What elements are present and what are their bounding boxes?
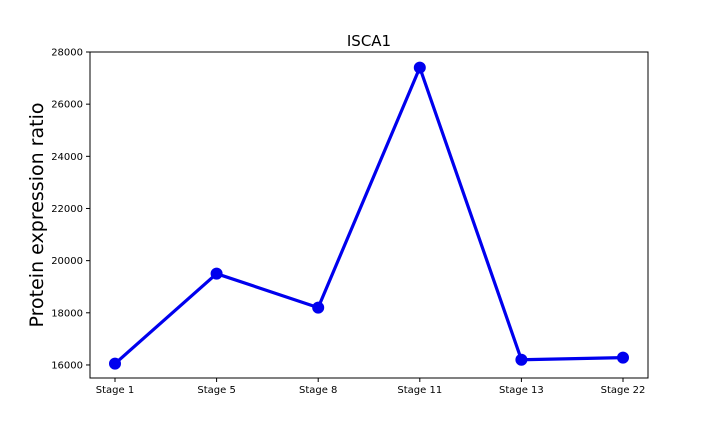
series-line	[113, 66, 625, 366]
y-tick-label: 26000	[51, 100, 83, 111]
x-tick-label: Stage 5	[197, 385, 235, 396]
y-tick-label: 16000	[51, 360, 83, 371]
x-tick-label: Stage 11	[397, 385, 442, 396]
plot-area: 16000 18000 20000 22000 24000 26000 28000 Stage…	[51, 48, 649, 396]
data-point	[413, 61, 426, 74]
data-point	[515, 353, 528, 366]
x-tick-label: Stage 22	[601, 385, 646, 396]
data-point	[312, 301, 325, 314]
x-tick-label: Stage 8	[299, 385, 337, 396]
data-point	[109, 357, 121, 370]
y-axis-label: Protein expression ratio	[26, 103, 48, 328]
x-tick-label: Stage 13	[499, 385, 544, 396]
y-tick-label: 22000	[51, 204, 83, 215]
y-tick-label: 20000	[51, 256, 83, 267]
y-tick-label: 24000	[51, 152, 83, 163]
y-tick-label: 28000	[51, 48, 83, 59]
data-point	[617, 351, 629, 364]
x-tick-label: Stage 1	[96, 385, 134, 396]
y-tick-label: 18000	[51, 308, 83, 319]
plot-frame	[89, 51, 649, 379]
chart-title: ISCA1	[347, 32, 391, 50]
data-point	[210, 267, 223, 280]
